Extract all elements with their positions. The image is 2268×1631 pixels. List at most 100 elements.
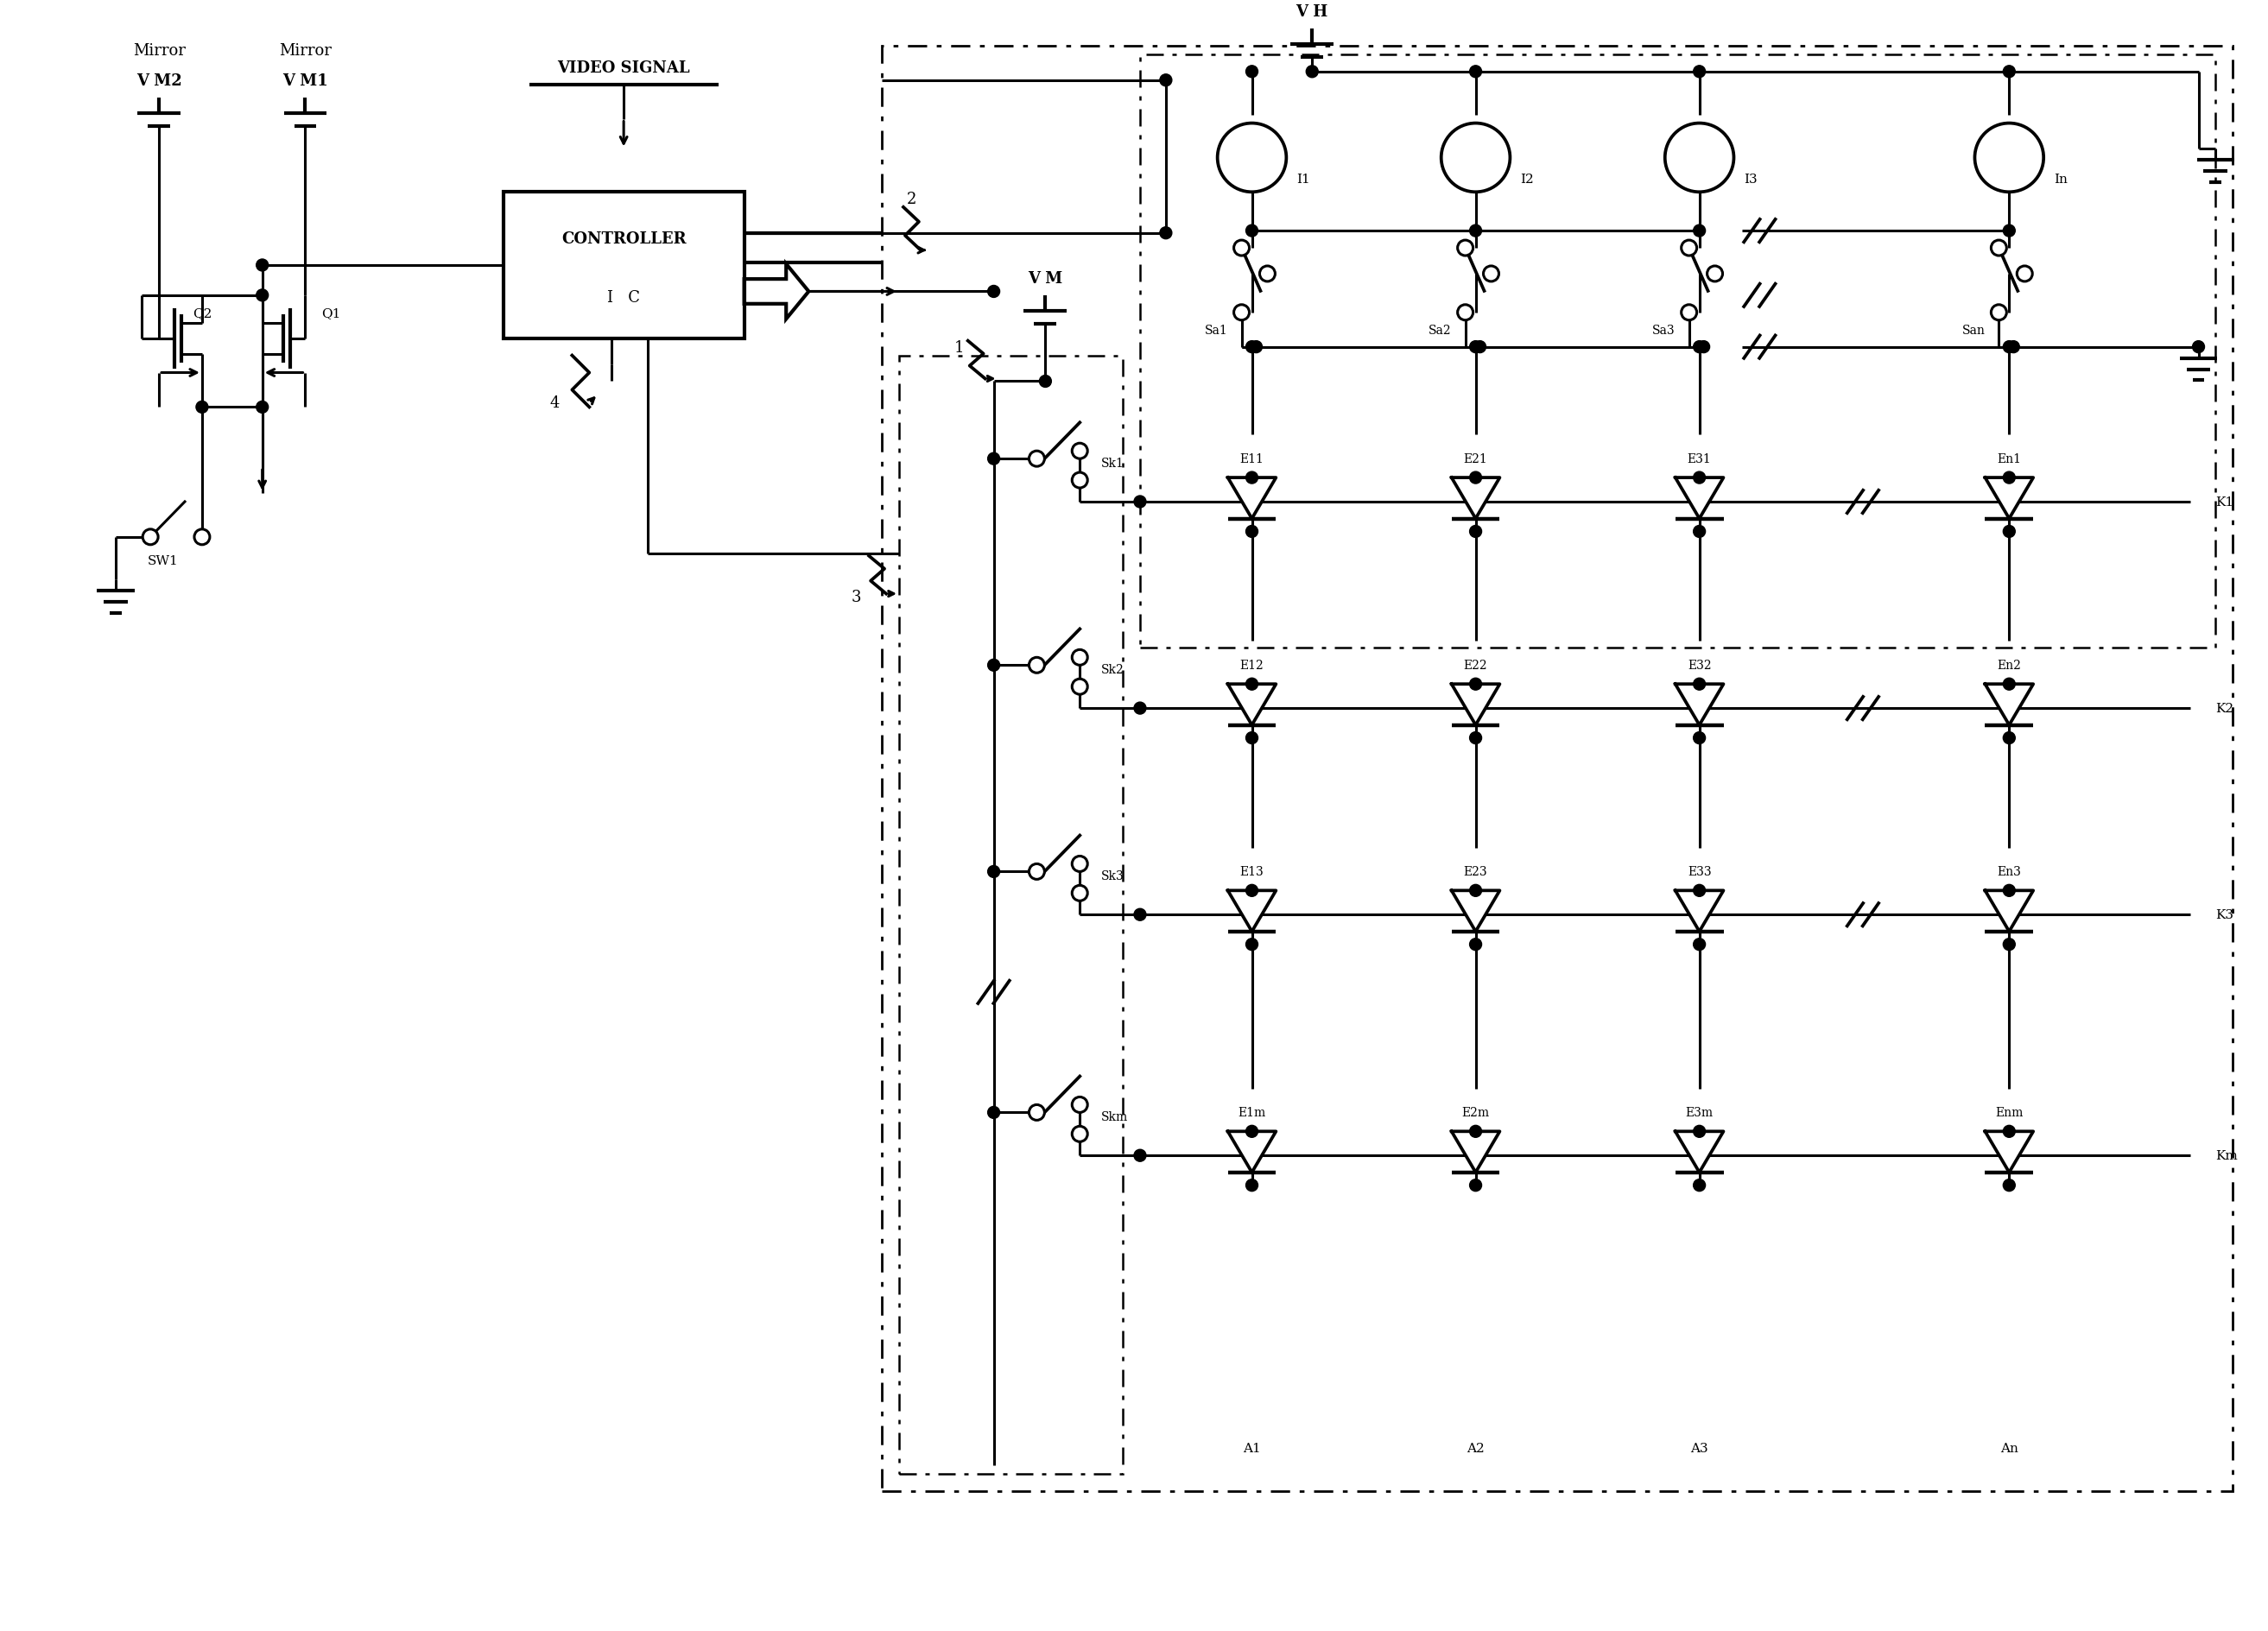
Text: Mirror: Mirror — [134, 42, 186, 59]
Text: A2: A2 — [1467, 1442, 1486, 1455]
Text: 1: 1 — [955, 339, 964, 356]
Text: 2: 2 — [907, 191, 916, 207]
Circle shape — [1694, 678, 1706, 690]
Circle shape — [1681, 305, 1696, 321]
Circle shape — [1073, 1127, 1089, 1142]
Text: K1: K1 — [2216, 496, 2234, 509]
Circle shape — [2003, 341, 2016, 354]
Text: E1m: E1m — [1238, 1106, 1266, 1119]
Circle shape — [1250, 341, 1263, 354]
Text: V H: V H — [1295, 5, 1329, 20]
Circle shape — [1159, 228, 1173, 240]
Bar — [898, 356, 1123, 1474]
Circle shape — [2003, 886, 2016, 897]
Circle shape — [1234, 241, 1250, 256]
Text: E21: E21 — [1463, 453, 1488, 465]
Circle shape — [256, 290, 268, 302]
Text: San: San — [1962, 325, 1984, 336]
Circle shape — [1458, 241, 1472, 256]
Circle shape — [1245, 939, 1259, 951]
Circle shape — [1259, 266, 1275, 282]
Text: I3: I3 — [1744, 175, 1758, 186]
Circle shape — [1470, 341, 1481, 354]
Circle shape — [1470, 732, 1481, 744]
Circle shape — [1073, 886, 1089, 902]
Text: En2: En2 — [1998, 659, 2021, 672]
Polygon shape — [1452, 1132, 1499, 1173]
Text: 3: 3 — [850, 589, 862, 605]
Circle shape — [1470, 1125, 1481, 1138]
Polygon shape — [1452, 685, 1499, 726]
Circle shape — [195, 401, 209, 414]
Circle shape — [1694, 525, 1706, 538]
Polygon shape — [1676, 1132, 1724, 1173]
Circle shape — [1134, 1150, 1145, 1161]
Text: En3: En3 — [1998, 866, 2021, 877]
Text: E22: E22 — [1463, 659, 1488, 672]
Polygon shape — [1676, 478, 1724, 519]
Circle shape — [1991, 241, 2007, 256]
Circle shape — [1030, 1104, 1046, 1120]
Text: K2: K2 — [2216, 703, 2234, 714]
Circle shape — [2193, 341, 2204, 354]
Circle shape — [256, 401, 268, 414]
Circle shape — [1134, 908, 1145, 922]
Circle shape — [1694, 225, 1706, 238]
Circle shape — [1694, 341, 1706, 354]
Polygon shape — [1676, 685, 1724, 726]
Circle shape — [1470, 471, 1481, 484]
Circle shape — [1245, 1125, 1259, 1138]
Polygon shape — [1676, 891, 1724, 931]
Polygon shape — [1452, 891, 1499, 931]
Text: E11: E11 — [1241, 453, 1263, 465]
Circle shape — [1470, 525, 1481, 538]
Circle shape — [1134, 496, 1145, 509]
Text: A3: A3 — [1690, 1442, 1708, 1455]
Text: Sk2: Sk2 — [1102, 664, 1125, 675]
Circle shape — [987, 659, 1000, 672]
Circle shape — [1694, 1125, 1706, 1138]
Text: SW1: SW1 — [147, 555, 179, 566]
Circle shape — [1483, 266, 1499, 282]
Text: Sk3: Sk3 — [1102, 871, 1125, 882]
Text: I2: I2 — [1520, 175, 1533, 186]
Circle shape — [1030, 657, 1046, 674]
Polygon shape — [1984, 891, 2034, 931]
Circle shape — [1245, 1179, 1259, 1192]
Polygon shape — [1984, 1132, 2034, 1173]
Text: VIDEO SIGNAL: VIDEO SIGNAL — [558, 60, 689, 75]
Circle shape — [2016, 266, 2032, 282]
Text: V M1: V M1 — [284, 73, 329, 88]
Text: I   C: I C — [608, 290, 640, 305]
Circle shape — [1245, 525, 1259, 538]
Text: En1: En1 — [1998, 453, 2021, 465]
Text: Sa1: Sa1 — [1204, 325, 1227, 336]
Circle shape — [1306, 67, 1318, 78]
Circle shape — [987, 453, 1000, 465]
Circle shape — [1694, 939, 1706, 951]
Bar — [882, 47, 2234, 1491]
Circle shape — [1245, 471, 1259, 484]
Polygon shape — [1452, 478, 1499, 519]
Circle shape — [1694, 886, 1706, 897]
Circle shape — [2003, 67, 2016, 78]
Text: V M: V M — [1027, 271, 1064, 287]
Polygon shape — [1984, 685, 2034, 726]
Circle shape — [1073, 444, 1089, 460]
Text: Mirror: Mirror — [279, 42, 331, 59]
Circle shape — [1073, 680, 1089, 695]
Circle shape — [1458, 305, 1472, 321]
Text: E3m: E3m — [1685, 1106, 1712, 1119]
Text: E12: E12 — [1241, 659, 1263, 672]
Circle shape — [2003, 525, 2016, 538]
Polygon shape — [1227, 891, 1277, 931]
Circle shape — [1470, 939, 1481, 951]
Circle shape — [1694, 1179, 1706, 1192]
Polygon shape — [1227, 478, 1277, 519]
Circle shape — [2003, 732, 2016, 744]
Circle shape — [1245, 225, 1259, 238]
Text: CONTROLLER: CONTROLLER — [560, 232, 687, 248]
Circle shape — [1694, 732, 1706, 744]
Text: Q1: Q1 — [322, 307, 340, 320]
Circle shape — [1474, 341, 1486, 354]
